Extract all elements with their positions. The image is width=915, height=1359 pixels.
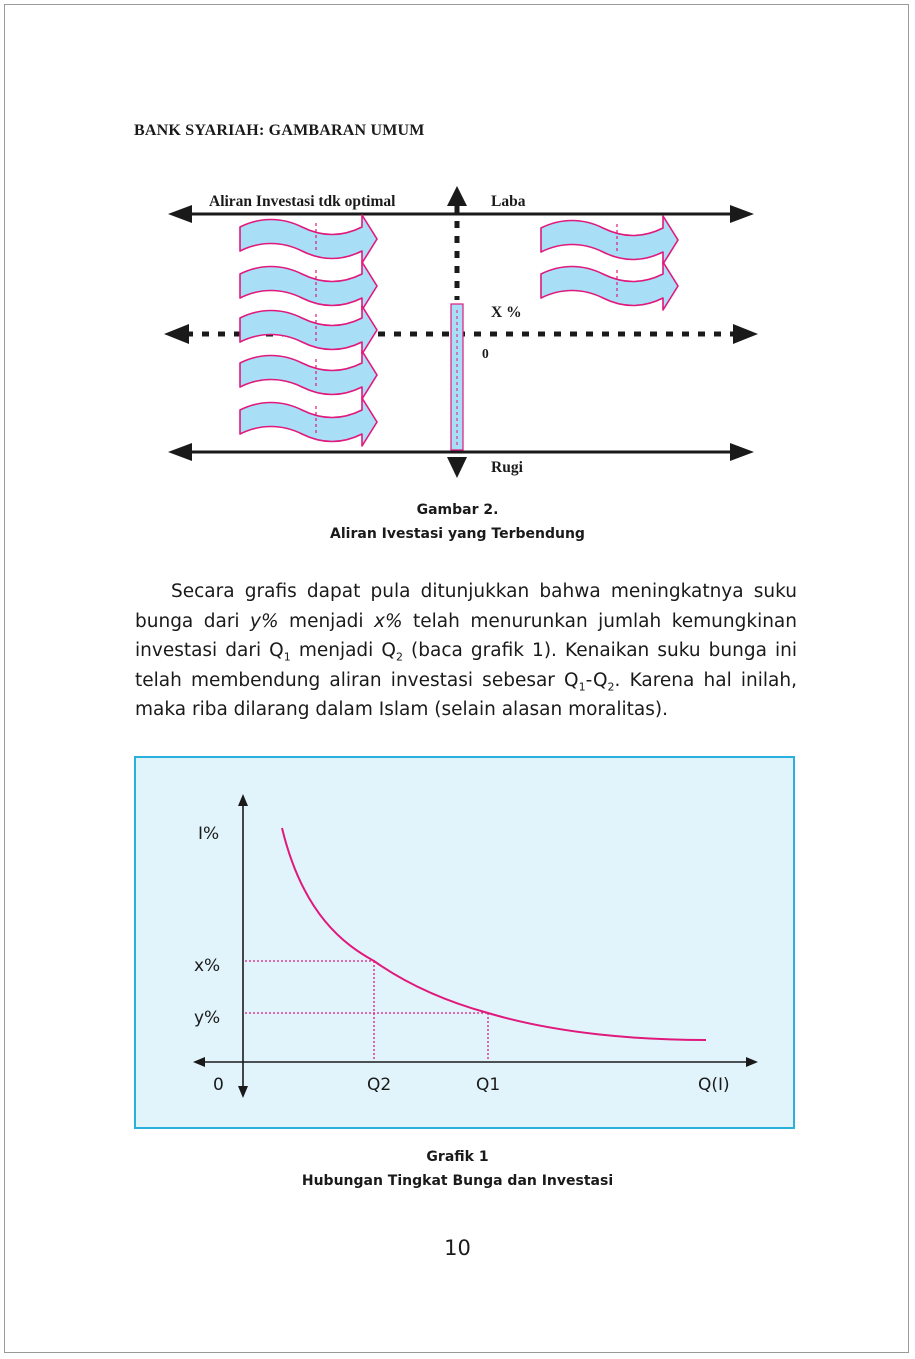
paragraph-text-7: . Karena hal inilah, maka riba dilarang …: [135, 669, 797, 721]
paragraph-sub-3: 1: [578, 680, 586, 694]
paragraph-text-1: Secara grafis dapat pula ditunjukkan bah…: [135, 581, 797, 632]
flow-arrow-left-3: [239, 305, 378, 355]
flow-arrow-right-1: [540, 215, 679, 265]
figure-2-caption-title: Gambar 2.: [416, 502, 499, 518]
paragraph-sub-1: 1: [283, 650, 291, 664]
grafik-1-caption: Grafik 1 Hubungan Tingkat Bunga dan Inve…: [0, 1145, 915, 1193]
label-x-percent: X %: [491, 304, 522, 321]
figure-2-caption-subtitle: Aliran Ivestasi yang Terbendung: [330, 526, 585, 542]
paragraph-text-6: -Q: [585, 669, 608, 691]
label-laba: Laba: [491, 193, 526, 210]
grafik-1-caption-title: Grafik 1: [426, 1149, 489, 1165]
paragraph-y-percent: y%: [250, 610, 279, 632]
grafik-1-caption-subtitle: Hubungan Tingkat Bunga dan Investasi: [301, 1173, 614, 1189]
paragraph-text-5: (baca grafik 1). Kenaikan suku bunga ini…: [135, 640, 797, 691]
figure-2-caption: Gambar 2. Aliran Ivestasi yang Terbendun…: [0, 498, 915, 546]
page-border: [4, 4, 909, 1353]
flow-arrow-left-1: [239, 214, 378, 264]
label-aliran-investasi: Aliran Investasi tdk optimal: [209, 193, 396, 210]
paragraph-text-3: telah menurunkan jumlah kemungkinan inve…: [135, 610, 797, 662]
bottom-axis-line: [168, 443, 754, 461]
flow-arrow-left-4: [239, 350, 378, 400]
flow-arrow-left-2: [239, 261, 378, 311]
body-paragraph: Secara grafis dapat pula ditunjukkan bah…: [135, 577, 797, 725]
page-number: 10: [444, 1236, 471, 1260]
paragraph-text-2: menjadi: [278, 610, 375, 632]
flow-arrow-left-5: [239, 397, 378, 447]
top-axis-line: [168, 205, 754, 223]
paragraph-sub-2: 2: [395, 650, 403, 664]
vertical-axis: [447, 186, 467, 478]
paragraph-sub-4: 2: [607, 680, 615, 694]
paragraph-x-percent: x%: [374, 610, 403, 632]
label-rugi: Rugi: [491, 459, 524, 476]
paragraph-text-4: menjadi Q: [290, 640, 396, 661]
running-head: BANK SYARIAH: GAMBARAN UMUM: [134, 122, 425, 139]
chart-box: [134, 756, 795, 1129]
figure-2-diagram: Aliran Investasi tdk optimal Laba X % 0 …: [164, 186, 758, 478]
flow-arrow-right-2: [540, 261, 679, 311]
label-zero: 0: [482, 346, 489, 361]
